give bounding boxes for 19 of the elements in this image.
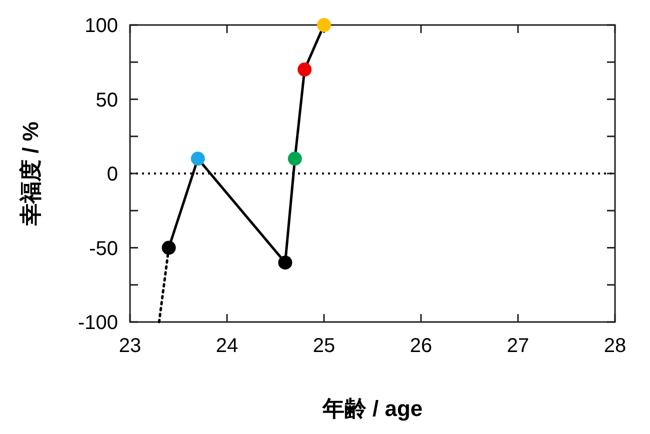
x-tick-label: 23 [118,335,142,357]
y-tick-label: 100 [84,15,118,37]
y-tick-label: 50 [96,89,118,112]
y-tick-label: 0 [106,164,118,186]
x-tick-label: 26 [410,335,432,357]
x-tick-label: 25 [312,335,336,357]
point [288,152,302,166]
point [317,18,331,32]
point [190,152,205,166]
point [162,240,176,255]
point [278,256,292,270]
x-tick-label: 24 [216,335,238,357]
y-tick-label: -100 [78,312,118,334]
x-tick-label: 28 [604,335,626,357]
x-axis-title: 年齢 / age [321,396,423,421]
point [298,62,312,77]
y-axis-title: 幸福度 / % [18,122,43,226]
x-tick-label: 27 [506,335,530,357]
y-tick-label: -50 [89,238,118,260]
